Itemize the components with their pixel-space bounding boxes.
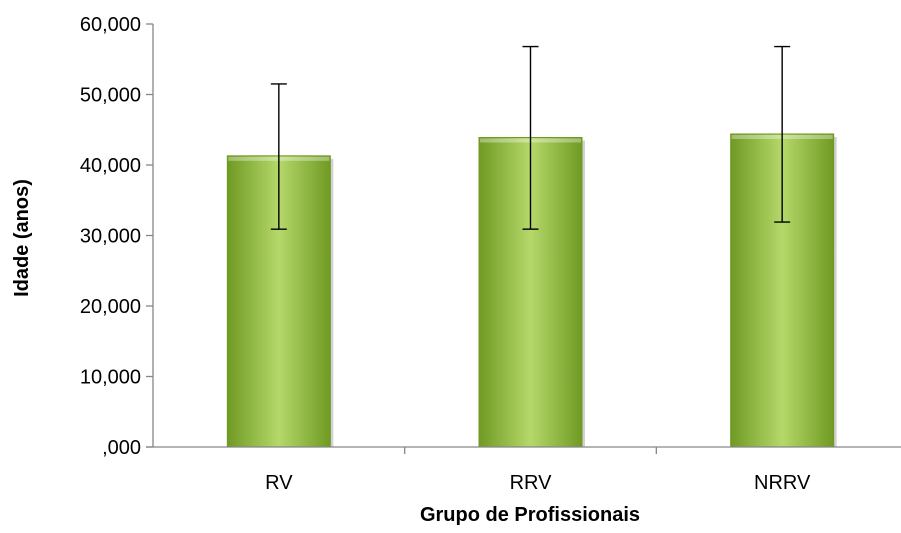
y-tick-label: 60,000 — [80, 14, 141, 36]
y-tick-label: 10,000 — [80, 367, 141, 389]
bar-nrrv — [730, 133, 837, 448]
x-tick-label: RV — [265, 472, 293, 494]
x-axis-title: Grupo de Profissionais — [420, 504, 640, 526]
bars — [226, 133, 837, 448]
y-tick-label: 50,000 — [80, 85, 141, 107]
x-ticks: RV RRV NRRV — [265, 447, 811, 494]
error-bars — [270, 45, 791, 230]
y-tick-label: 30,000 — [80, 226, 141, 248]
y-ticks: ,000 10,000 20,000 30,000 40,000 50,000 60,000 — [80, 14, 153, 459]
error-bar-nrrv — [774, 45, 791, 223]
y-tick-label: 20,000 — [80, 296, 141, 318]
y-axis-title: Idade (anos) — [11, 179, 33, 297]
error-bar-rv — [270, 83, 287, 230]
y-tick-label: ,000 — [102, 437, 141, 459]
x-tick-label: RRV — [510, 472, 553, 494]
bar-rrv — [478, 137, 585, 448]
y-tick-label: 40,000 — [80, 155, 141, 177]
error-bar-rrv — [522, 45, 539, 230]
x-tick-label: NRRV — [754, 472, 811, 494]
bar-rv — [226, 155, 334, 448]
